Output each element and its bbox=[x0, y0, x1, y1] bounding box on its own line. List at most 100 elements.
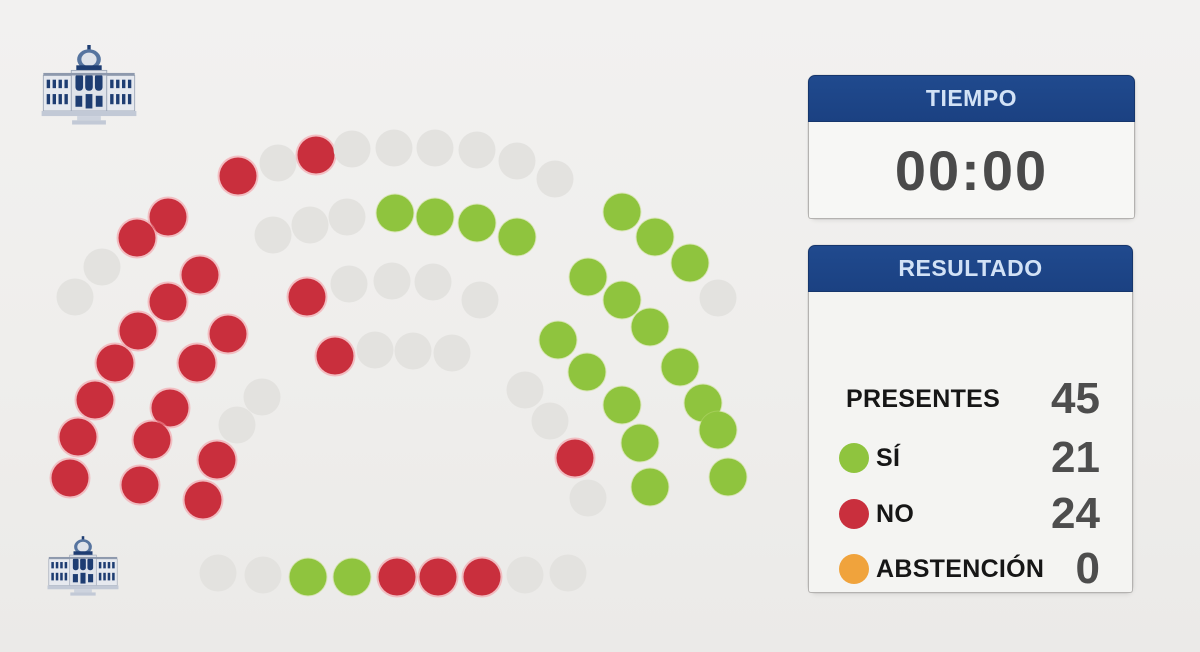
seat-dot-si bbox=[621, 424, 659, 462]
tiempo-panel-header: TIEMPO bbox=[808, 75, 1135, 122]
seat-dot-no bbox=[556, 439, 594, 477]
seat-dot-no bbox=[121, 466, 159, 504]
seat-dot-si bbox=[671, 244, 709, 282]
abstencion-value: 0 bbox=[1075, 544, 1100, 593]
seat-dot-si bbox=[631, 468, 669, 506]
seat-dot-si bbox=[498, 218, 536, 256]
seat-dot-empty bbox=[56, 278, 94, 316]
seat-dot-si bbox=[631, 308, 669, 346]
seat-dot-si bbox=[603, 386, 641, 424]
seat-dot-empty bbox=[433, 334, 471, 372]
seat-dot-si bbox=[416, 198, 454, 236]
seat-dot-si bbox=[699, 411, 737, 449]
tiempo-panel: TIEMPO 00:00 bbox=[808, 75, 1135, 219]
seat-dot-no bbox=[119, 312, 157, 350]
seat-dot-empty bbox=[199, 554, 237, 592]
seat-dot-empty bbox=[498, 142, 536, 180]
seat-dot-no bbox=[96, 344, 134, 382]
seat-dot-empty bbox=[416, 129, 454, 167]
seat-dot-empty bbox=[458, 131, 496, 169]
seat-dot-si bbox=[603, 281, 641, 319]
seat-dot-empty bbox=[394, 332, 432, 370]
seat-dot-no bbox=[209, 315, 247, 353]
si-value: 21 bbox=[1051, 433, 1100, 482]
seat-dot-empty bbox=[414, 263, 452, 301]
seat-dot-no bbox=[184, 481, 222, 519]
no-label: NO bbox=[876, 499, 915, 528]
parliament-building-logo-bottom bbox=[45, 536, 121, 602]
seat-dot-si bbox=[458, 204, 496, 242]
seat-dot-empty bbox=[243, 378, 281, 416]
seat-dot-si bbox=[569, 258, 607, 296]
seat-dot-no bbox=[133, 421, 171, 459]
seat-dot-no bbox=[419, 558, 457, 596]
seat-dot-empty bbox=[218, 406, 256, 444]
seat-dot-empty bbox=[333, 130, 371, 168]
si-label: SÍ bbox=[876, 443, 901, 472]
si-legend-dot-icon bbox=[839, 443, 869, 473]
tiempo-panel-body: 00:00 bbox=[808, 122, 1135, 219]
seat-dot-no bbox=[149, 283, 187, 321]
seat-dot-empty bbox=[259, 144, 297, 182]
result-row-abstencion: ABSTENCIÓN 0 bbox=[809, 544, 1132, 593]
timer-value: 00:00 bbox=[894, 138, 1049, 202]
no-legend-dot-icon bbox=[839, 499, 869, 529]
no-value: 24 bbox=[1051, 489, 1100, 538]
seat-dot-si bbox=[539, 321, 577, 359]
abstencion-label: ABSTENCIÓN bbox=[876, 554, 1045, 583]
seat-dot-empty bbox=[328, 198, 366, 236]
result-row-no: NO 24 bbox=[809, 489, 1132, 538]
seat-dot-si bbox=[289, 558, 327, 596]
seat-dot-no bbox=[288, 278, 326, 316]
seat-dot-empty bbox=[536, 160, 574, 198]
seat-dot-empty bbox=[330, 265, 368, 303]
seat-dot-empty bbox=[699, 279, 737, 317]
seat-dot-empty bbox=[254, 216, 292, 254]
abstencion-legend-dot-icon bbox=[839, 554, 869, 584]
result-row-si: SÍ 21 bbox=[809, 433, 1132, 482]
resultado-panel-body: PRESENTES 45 SÍ 21 NO 24 ABSTENCIÓN 0 bbox=[808, 292, 1133, 593]
seat-dot-empty bbox=[506, 556, 544, 594]
seat-dot-no bbox=[149, 198, 187, 236]
seat-dot-no bbox=[76, 381, 114, 419]
seat-dot-empty bbox=[506, 371, 544, 409]
resultado-title: RESULTADO bbox=[898, 255, 1043, 281]
seat-dot-empty bbox=[531, 402, 569, 440]
seat-dot-si bbox=[709, 458, 747, 496]
seat-dot-no bbox=[378, 558, 416, 596]
seat-dot-no bbox=[59, 418, 97, 456]
seat-dot-empty bbox=[549, 554, 587, 592]
seat-dot-si bbox=[568, 353, 606, 391]
seat-dot-no bbox=[297, 136, 335, 174]
parliament-building-logo-top bbox=[37, 45, 141, 133]
seat-dot-empty bbox=[291, 206, 329, 244]
seat-dot-empty bbox=[375, 129, 413, 167]
seat-dot-empty bbox=[83, 248, 121, 286]
seat-dot-empty bbox=[569, 479, 607, 517]
resultado-panel-header: RESULTADO bbox=[808, 245, 1133, 292]
presentes-label: PRESENTES bbox=[846, 384, 1001, 413]
resultado-panel: RESULTADO PRESENTES 45 SÍ 21 NO 24 ABSTE… bbox=[808, 245, 1133, 593]
seat-dot-empty bbox=[373, 262, 411, 300]
seat-dot-empty bbox=[244, 556, 282, 594]
seat-dot-si bbox=[333, 558, 371, 596]
tiempo-title: TIEMPO bbox=[925, 85, 1018, 111]
seat-dot-si bbox=[661, 348, 699, 386]
seat-dot-no bbox=[178, 344, 216, 382]
result-row-presentes: PRESENTES 45 bbox=[809, 374, 1132, 423]
seat-dot-no bbox=[181, 256, 219, 294]
seat-dot-empty bbox=[356, 331, 394, 369]
presentes-value: 45 bbox=[1051, 374, 1100, 423]
seat-dot-no bbox=[219, 157, 257, 195]
seat-dot-empty bbox=[461, 281, 499, 319]
seat-dot-si bbox=[376, 194, 414, 232]
seat-dot-no bbox=[51, 459, 89, 497]
seat-dot-si bbox=[636, 218, 674, 256]
seat-dot-no bbox=[151, 389, 189, 427]
seat-dot-no bbox=[463, 558, 501, 596]
seat-dot-no bbox=[118, 219, 156, 257]
seat-dot-no bbox=[198, 441, 236, 479]
seat-dot-no bbox=[316, 337, 354, 375]
